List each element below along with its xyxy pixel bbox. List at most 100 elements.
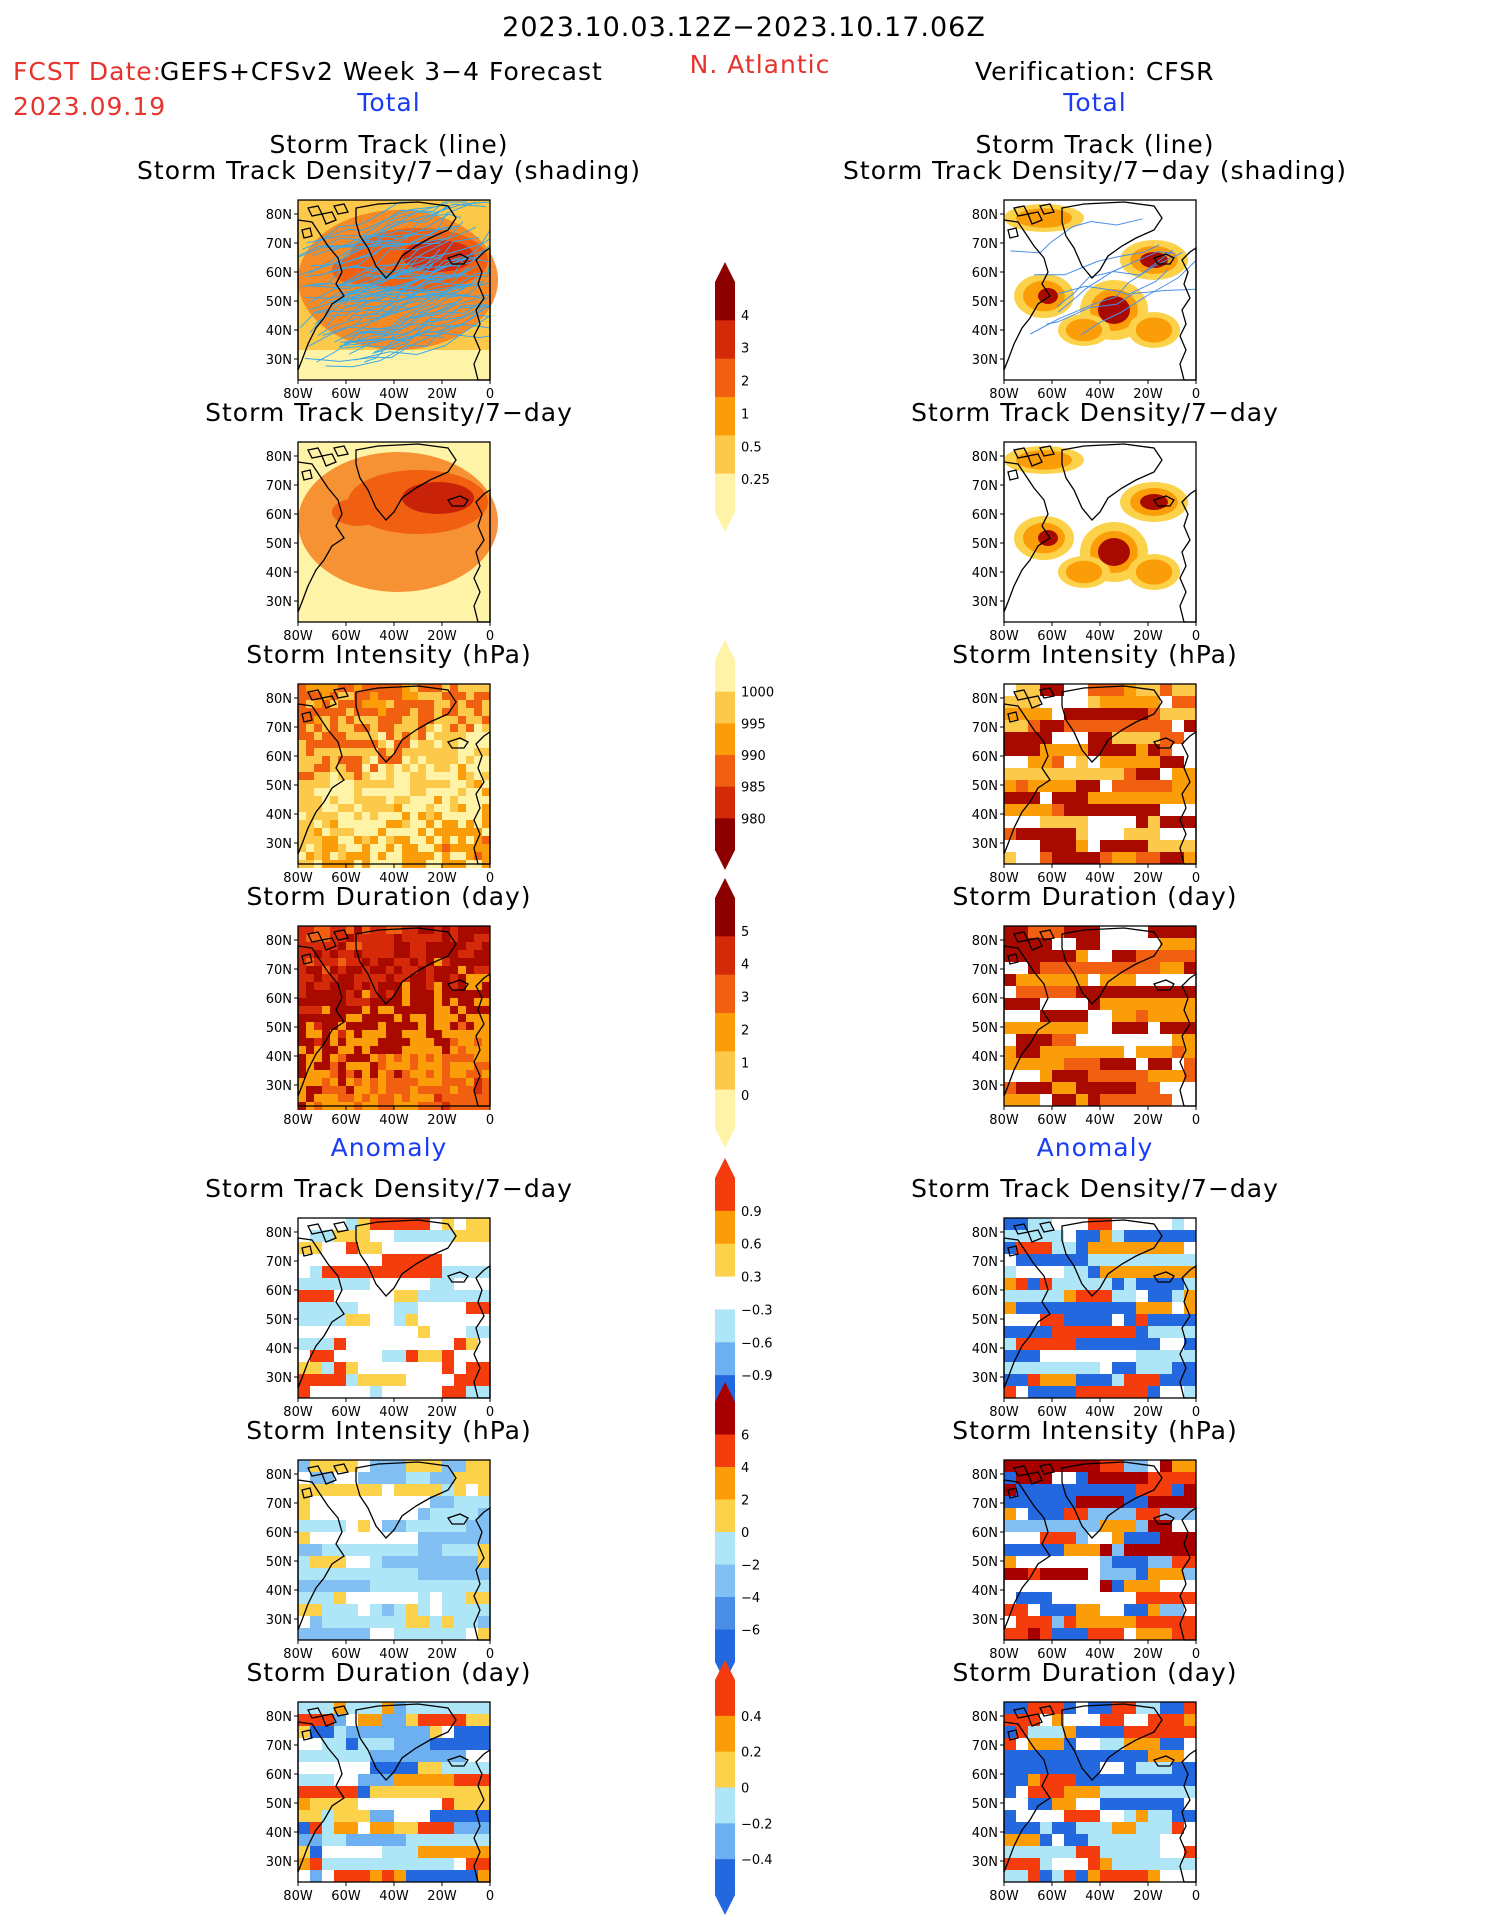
grid-cell <box>394 1022 402 1030</box>
grid-cell <box>410 756 418 764</box>
lat-tick-label: 30N <box>972 1855 998 1870</box>
grid-cell <box>482 700 490 708</box>
grid-cell <box>474 772 482 780</box>
grid-cell <box>1160 1010 1172 1022</box>
grid-cell <box>1016 1568 1028 1580</box>
grid-cell <box>1040 852 1052 864</box>
grid-cell <box>354 796 362 804</box>
lon-tick-label: 20W <box>1133 1889 1163 1904</box>
grid-cell <box>482 1086 490 1094</box>
grid-cell <box>434 708 442 716</box>
grid-cell <box>442 780 450 788</box>
grid-cell <box>1064 1278 1076 1290</box>
grid-cell <box>354 1014 362 1022</box>
colorbar-intensity-total: 1000 995 990 985 980 <box>715 640 785 874</box>
colorbar-segment <box>715 974 735 1014</box>
grid-cell <box>1184 1460 1196 1472</box>
grid-cell <box>1004 1508 1016 1520</box>
grid-cell <box>370 836 378 844</box>
grid-cell <box>362 1078 370 1086</box>
grid-cell <box>474 844 482 852</box>
grid-cell <box>1016 1604 1028 1616</box>
title-duration-anom-ob: Storm Duration (day) <box>952 1658 1238 1687</box>
grid-cell <box>1160 1544 1172 1556</box>
grid-cell <box>430 1604 442 1616</box>
grid-cell <box>406 1386 418 1398</box>
grid-cell <box>474 732 482 740</box>
grid-cell <box>1076 768 1088 780</box>
grid-cell <box>334 1870 346 1882</box>
grid-cell <box>1040 1846 1052 1858</box>
lat-tick-label: 50N <box>266 537 292 552</box>
grid-cell <box>378 982 386 990</box>
grid-cell <box>298 1714 310 1726</box>
grid-cell <box>1172 780 1184 792</box>
grid-cell <box>1016 1350 1028 1362</box>
grid-cell <box>386 804 394 812</box>
grid-cell <box>1028 720 1040 732</box>
grid-cell <box>1184 1034 1196 1046</box>
grid-cell <box>458 926 466 934</box>
grid-cell <box>358 1230 370 1242</box>
grid-cell <box>442 684 450 692</box>
grid-cell <box>418 1822 430 1834</box>
grid-cell <box>1160 768 1172 780</box>
grid-cell <box>334 1290 346 1302</box>
grid-cell <box>1148 1520 1160 1532</box>
grid-cell <box>430 1374 442 1386</box>
lon-tick-label: 80W <box>283 387 313 402</box>
grid-cell <box>1004 938 1016 950</box>
grid-cell <box>410 708 418 716</box>
grid-cell <box>314 1006 322 1014</box>
grid-cell <box>370 828 378 836</box>
grid-cell <box>1004 1592 1016 1604</box>
density-shading <box>1004 200 1196 380</box>
grid-cell <box>358 1580 370 1592</box>
grid-cell <box>406 1242 418 1254</box>
grid-cell <box>314 708 322 716</box>
grid-cell <box>1124 1010 1136 1022</box>
grid-cell <box>1112 756 1124 768</box>
grid-cell <box>1028 926 1040 938</box>
grid-cell <box>298 1070 306 1078</box>
grid-cell <box>454 1870 466 1882</box>
lon-tick-label: 60W <box>331 1113 361 1128</box>
grid-cell <box>1172 684 1184 696</box>
grid-cell <box>450 828 458 836</box>
grid-cell <box>1052 1750 1064 1762</box>
grid-cell <box>418 1290 430 1302</box>
grid-cell <box>330 796 338 804</box>
grid-cell <box>1184 1386 1196 1398</box>
grid-cell <box>382 1374 394 1386</box>
grid-cell <box>354 1094 362 1102</box>
grid-cell <box>442 1278 454 1290</box>
grid-cell <box>1184 1266 1196 1278</box>
grid-cell <box>406 1762 418 1774</box>
grid-cell <box>338 844 346 852</box>
grid-cell <box>386 1046 394 1054</box>
grid-cell <box>354 812 362 820</box>
grid-cell <box>1124 1338 1136 1350</box>
colorbar-label: 0.25 <box>741 473 770 488</box>
grid-cell <box>314 836 322 844</box>
grid-cell <box>378 756 386 764</box>
grid-cell <box>410 1094 418 1102</box>
grid-cell <box>466 1774 478 1786</box>
grid-cell <box>394 820 402 828</box>
grid-cell <box>410 998 418 1006</box>
grid-cell <box>466 772 474 780</box>
grid-cell <box>402 828 410 836</box>
grid-cell <box>1040 1022 1052 1034</box>
grid-cell <box>434 1078 442 1086</box>
grid-cell <box>394 926 402 934</box>
grid-cell <box>1088 1094 1100 1106</box>
grid-cell <box>430 1326 442 1338</box>
grid-cell <box>1052 708 1064 720</box>
grid-cell <box>1136 756 1148 768</box>
colorbar-label: −4 <box>741 1591 760 1606</box>
grid-cell <box>478 1738 490 1750</box>
colorbar-label: 2 <box>741 375 749 390</box>
grid-cell <box>1076 732 1088 744</box>
grid-cell <box>478 1568 490 1580</box>
